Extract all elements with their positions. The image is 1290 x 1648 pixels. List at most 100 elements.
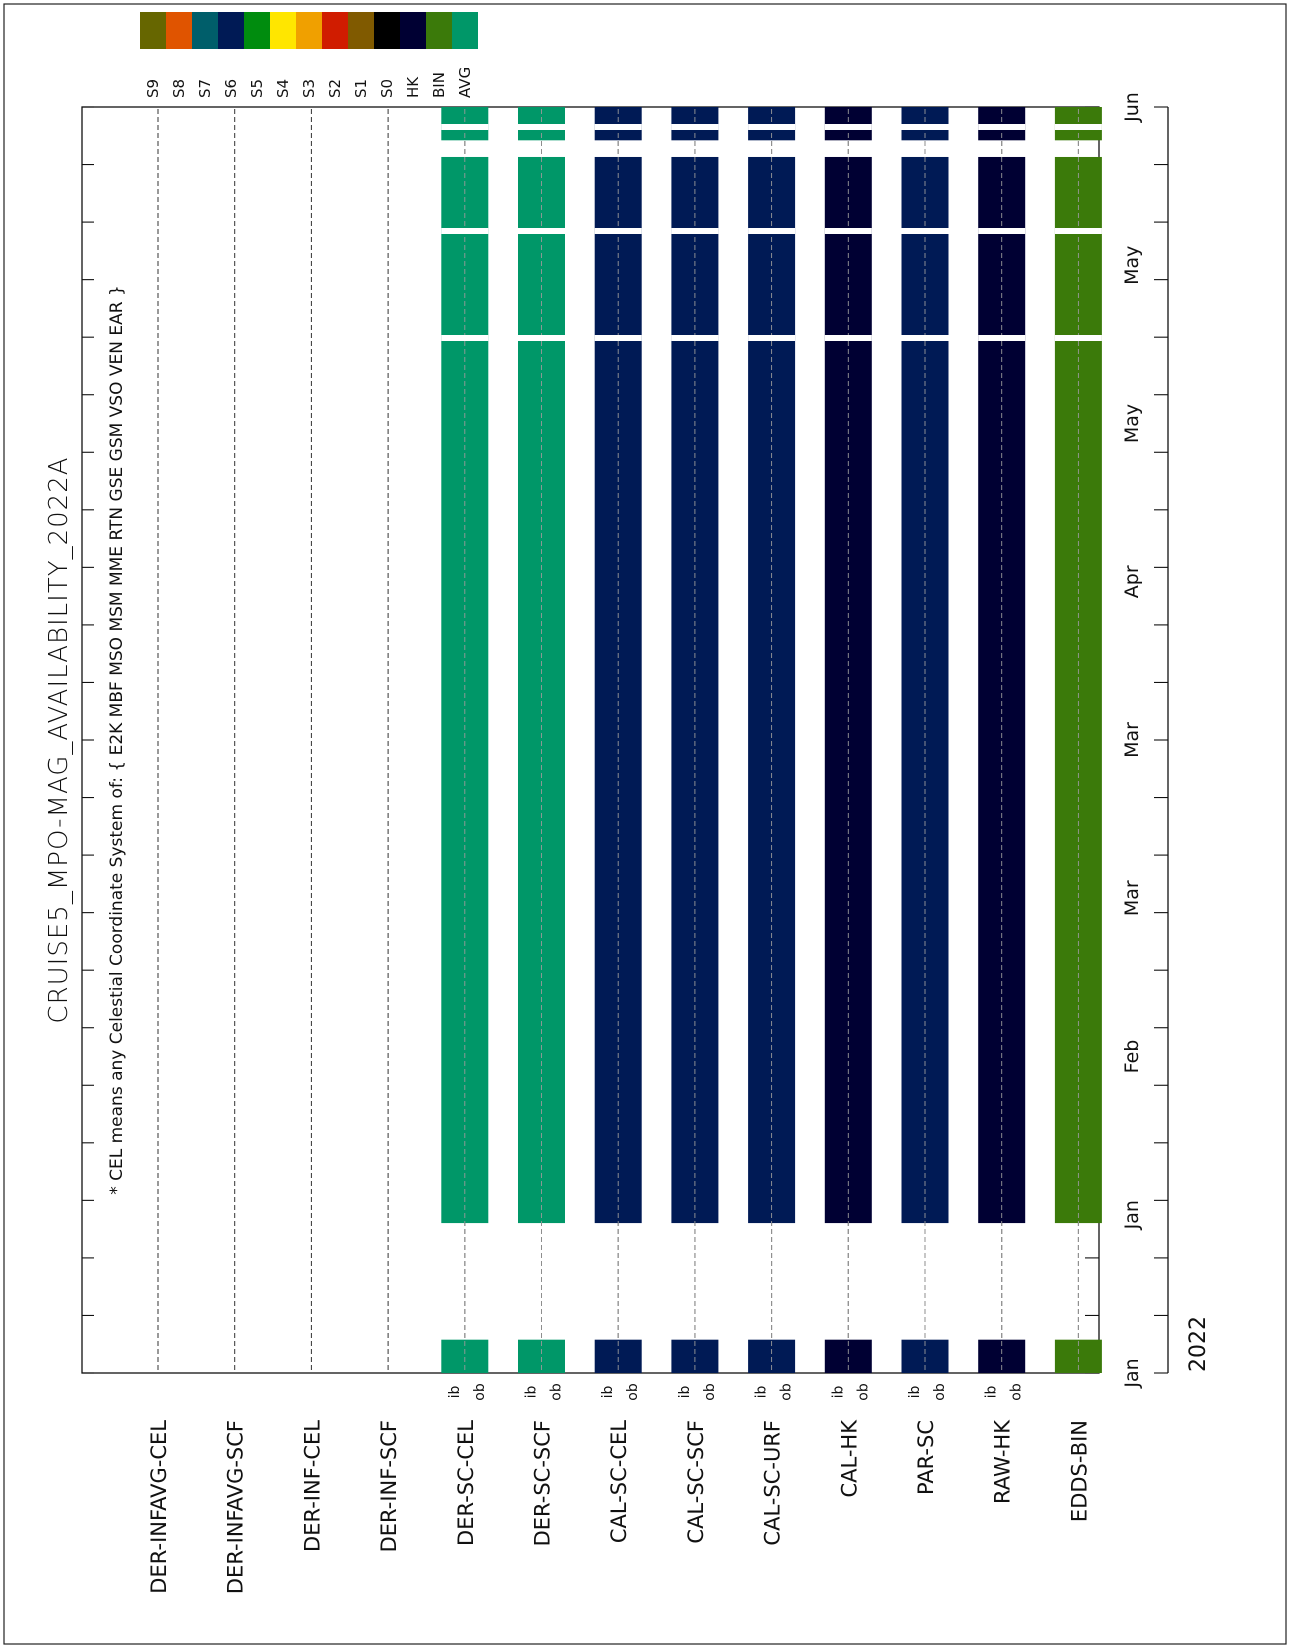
legend-label-s2: S2	[326, 79, 344, 98]
time-tick-label: May	[1121, 246, 1143, 285]
time-tick-label: Mar	[1121, 880, 1143, 916]
legend-label-s7: S7	[196, 79, 214, 98]
time-tick-label: Jan	[1121, 1358, 1143, 1388]
time-axis-tick-labels: Jan Jan Feb Mar Mar Apr May May Jun	[1121, 92, 1143, 1388]
legend-swatch-s0	[374, 12, 400, 49]
data-gap	[518, 228, 565, 234]
column-cal-sc-urf: ib ob	[748, 107, 796, 1401]
product-label-der-infavg-cel: DER-INFAVG-CEL	[147, 1420, 171, 1594]
data-gap	[748, 335, 796, 341]
title-group: CRUISE5_MPO-MAG_AVAILABILITY_2022A * CEL…	[44, 285, 1211, 1372]
legend-label-s3: S3	[300, 79, 318, 98]
ob-label: ob	[855, 1383, 871, 1401]
legend-label-s0: S0	[378, 79, 396, 98]
legend-label-avg: AVG	[456, 67, 474, 98]
legend-swatch-bin	[426, 12, 452, 49]
ob-label: ob	[549, 1383, 565, 1401]
data-gap	[441, 228, 489, 234]
legend-swatch-avg	[452, 12, 478, 49]
product-labels: DER-INFAVG-CEL DER-INFAVG-SCF DER-INF-CEL D…	[147, 1419, 1091, 1594]
product-columns: ib ob ib ob ib ob ib ob ib ob ib ob ib ob ib ob	[157, 107, 1102, 1401]
column-cal-hk: ib ob	[824, 107, 872, 1401]
product-label-der-sc-scf: DER-SC-SCF	[531, 1420, 555, 1546]
legend-label-s9: S9	[144, 79, 162, 98]
time-tick-label: Apr	[1121, 565, 1143, 598]
legend-label-s1: S1	[352, 79, 370, 98]
ib-label: ib	[754, 1386, 770, 1399]
data-gap	[671, 335, 719, 341]
data-gap	[748, 124, 796, 130]
ib-label: ib	[984, 1386, 1000, 1399]
column-der-sc-cel: ib ob	[441, 107, 489, 1401]
column-raw-hk: ib ob	[978, 107, 1026, 1401]
product-label-der-inf-scf: DER-INF-SCF	[377, 1420, 401, 1552]
ib-label: ib	[907, 1386, 923, 1399]
ib-label: ib	[524, 1386, 540, 1399]
legend: S9 S8 S7 S6 S5 S4 S3 S2 S1 S0 HK BIN AVG	[140, 12, 478, 98]
legend-swatch-s7	[192, 12, 218, 49]
data-gap	[671, 124, 719, 130]
legend-label-s6: S6	[222, 79, 240, 98]
ob-label: ob	[932, 1383, 948, 1401]
ib-label: ib	[677, 1386, 693, 1399]
data-gap	[1054, 124, 1102, 130]
data-gap	[824, 124, 872, 130]
column-cal-sc-cel: ib ob	[594, 107, 642, 1401]
data-gap	[671, 228, 719, 234]
time-tick-label: May	[1121, 404, 1143, 443]
data-gap	[748, 228, 796, 234]
legend-swatch-s5	[244, 12, 270, 49]
product-label-cal-sc-urf: CAL-SC-URF	[761, 1420, 785, 1546]
data-gap	[594, 335, 642, 341]
data-gap	[901, 228, 949, 234]
legend-label-s8: S8	[170, 79, 188, 98]
product-label-edds-bin: EDDS-BIN	[1067, 1420, 1091, 1522]
outer-border	[3, 3, 1287, 1645]
product-label-raw-hk: RAW-HK	[991, 1419, 1015, 1504]
time-tick-label: Jan	[1121, 1200, 1143, 1230]
ob-label: ob	[1009, 1383, 1025, 1401]
time-tick-label: Mar	[1121, 722, 1143, 758]
legend-swatch-s8	[166, 12, 192, 49]
product-label-der-infavg-scf: DER-INFAVG-SCF	[224, 1420, 248, 1594]
data-gap	[518, 124, 565, 130]
data-gap	[441, 335, 489, 341]
chart-subtitle: * CEL means any Celestial Coordinate Sys…	[107, 285, 127, 1195]
ob-label: ob	[702, 1383, 718, 1401]
data-gap	[594, 124, 642, 130]
data-gap	[1054, 335, 1102, 341]
data-gap	[978, 335, 1026, 341]
legend-swatch-hk	[400, 12, 426, 49]
legend-swatch-s6	[218, 12, 244, 49]
data-gap	[518, 335, 565, 341]
legend-swatch-s9	[140, 12, 166, 49]
data-gap	[901, 335, 949, 341]
product-label-cal-hk: CAL-HK	[837, 1419, 861, 1498]
legend-label-bin: BIN	[430, 72, 448, 98]
data-gap	[1054, 228, 1102, 234]
data-gap	[901, 124, 949, 130]
time-tick-label: Jun	[1121, 92, 1143, 123]
legend-swatch-s3	[296, 12, 322, 49]
data-gap	[978, 228, 1026, 234]
time-tick-label: Feb	[1121, 1040, 1143, 1074]
data-gap	[978, 124, 1026, 130]
year-label: 2022	[1186, 1316, 1211, 1372]
legend-swatch-s2	[322, 12, 348, 49]
ib-label: ib	[600, 1386, 616, 1399]
ib-label: ib	[830, 1386, 846, 1399]
legend-label-hk: HK	[404, 76, 422, 98]
legend-label-s5: S5	[248, 79, 266, 98]
data-gap	[824, 228, 872, 234]
ob-label: ob	[472, 1383, 488, 1401]
column-edds-bin	[1054, 107, 1102, 1373]
ob-label: ob	[779, 1383, 795, 1401]
legend-swatch-s4	[270, 12, 296, 49]
chart-title: CRUISE5_MPO-MAG_AVAILABILITY_2022A	[44, 456, 74, 1023]
legend-label-s4: S4	[274, 79, 292, 98]
product-label-cal-sc-scf: CAL-SC-SCF	[684, 1420, 708, 1544]
product-label-der-inf-cel: DER-INF-CEL	[300, 1420, 324, 1552]
data-gap	[441, 124, 489, 130]
data-gap	[824, 335, 872, 341]
